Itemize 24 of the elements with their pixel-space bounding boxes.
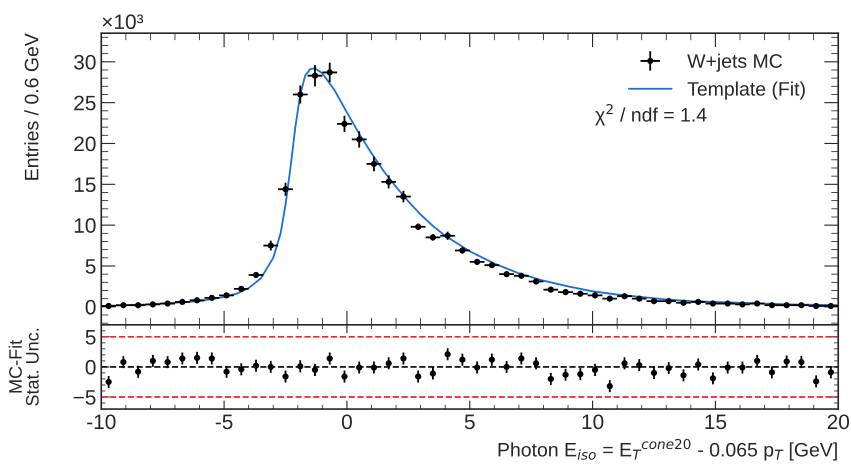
y-axis-title: Entries / 0.6 GeV [24,33,38,180]
y-tick-label: 0 [86,360,96,375]
annotation: χ$^{2}$ / ndf = 1.4 [595,104,706,126]
legend-label: W+jets MC [687,54,782,72]
y-tick-label: 20 [74,136,96,152]
legend-label: Template (Fit) [688,81,805,100]
y-tick-label: −5 [74,390,96,405]
text: ×10³ [102,14,144,30]
y-tick-label: 0 [86,300,96,315]
x-tick-label: 20 [828,414,850,430]
y-tick-label: 30 [74,54,96,70]
y-tick-label: 5 [86,259,96,274]
y-tick-label: 5 [86,330,96,345]
x-tick-label: 0 [342,414,352,430]
y-tick-label: 10 [74,218,96,233]
x-tick-label: -10 [87,414,116,430]
x-axis-title: Photon E$_{iso}$ = E$_{T}$$^{cone20}$ - 0.065 p$_{T}$ [GeV] [498,438,837,460]
y-tick-label: 25 [74,96,96,110]
x-tick-label: 5 [464,414,475,430]
x-tick-label: 10 [582,414,604,430]
y-tick-label: 15 [74,178,96,192]
x-tick-label: 15 [705,414,726,430]
x-tick-label: -5 [216,414,232,430]
y-axis-title: MC-Fit Stat. Unc. [8,328,39,406]
